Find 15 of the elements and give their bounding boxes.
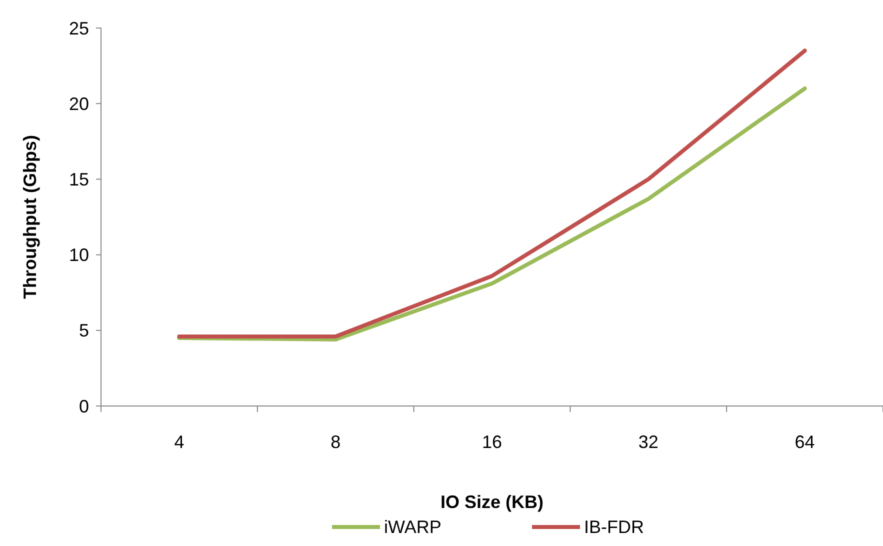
- y-tick-label: 25: [68, 18, 89, 38]
- x-tick-label: 64: [794, 432, 815, 452]
- x-tick-label: 16: [482, 432, 502, 452]
- y-axis-title: Throughput (Gbps): [20, 135, 40, 299]
- x-axis-title: IO Size (KB): [440, 492, 544, 512]
- y-tick-label: 15: [68, 170, 89, 190]
- legend-label: IB-FDR: [584, 517, 644, 537]
- y-tick-label: 10: [68, 245, 89, 266]
- y-tick-label: 20: [68, 94, 89, 114]
- y-tick-label: 0: [78, 396, 89, 416]
- x-tick-label: 32: [638, 432, 658, 452]
- x-tick-label: 8: [330, 432, 341, 452]
- y-tick-label: 5: [78, 320, 89, 341]
- x-tick-label: 4: [174, 432, 184, 452]
- legend-label: iWARP: [384, 517, 442, 537]
